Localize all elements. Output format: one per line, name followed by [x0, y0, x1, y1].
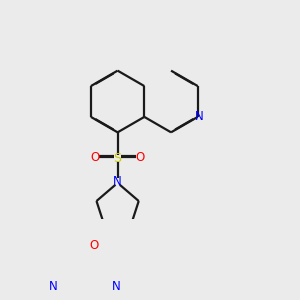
Text: N: N — [49, 280, 57, 292]
Text: O: O — [135, 151, 144, 164]
Text: N: N — [113, 175, 122, 188]
Text: O: O — [91, 151, 100, 164]
Text: N: N — [195, 110, 204, 123]
Text: O: O — [89, 239, 98, 252]
Text: S: S — [114, 152, 122, 165]
Text: N: N — [112, 280, 120, 292]
